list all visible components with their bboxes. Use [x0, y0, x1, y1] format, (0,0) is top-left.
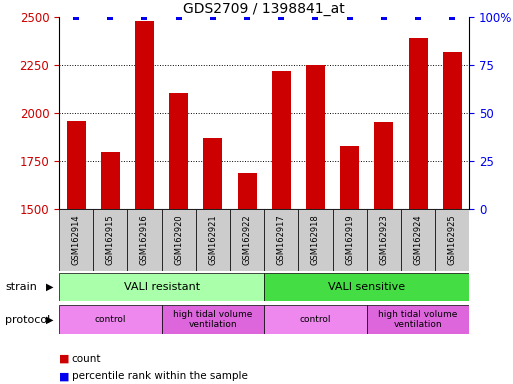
Text: ■: ■	[59, 371, 69, 381]
Bar	[264, 305, 367, 334]
Bar	[59, 305, 162, 334]
Point	[277, 14, 285, 20]
Bar	[230, 209, 264, 271]
Bar	[409, 38, 427, 209]
Text: GSM162915: GSM162915	[106, 215, 115, 265]
Text: strain: strain	[5, 282, 37, 292]
Bar	[162, 209, 196, 271]
Text: GSM162914: GSM162914	[72, 215, 81, 265]
Text: high tidal volume
ventilation: high tidal volume ventilation	[173, 310, 252, 329]
Text: GSM162921: GSM162921	[208, 215, 218, 265]
Text: GSM162922: GSM162922	[243, 215, 251, 265]
Bar	[127, 209, 162, 271]
Bar	[435, 209, 469, 271]
Point	[106, 14, 114, 20]
Text: high tidal volume
ventilation: high tidal volume ventilation	[379, 310, 458, 329]
Bar	[332, 209, 367, 271]
Text: GSM162924: GSM162924	[413, 215, 423, 265]
Text: control: control	[300, 315, 331, 324]
Bar	[204, 138, 222, 209]
Point	[174, 14, 183, 20]
Text: GSM162920: GSM162920	[174, 215, 183, 265]
Point	[243, 14, 251, 20]
Bar	[238, 173, 256, 209]
Text: GSM162925: GSM162925	[448, 215, 457, 265]
Text: GSM162918: GSM162918	[311, 215, 320, 265]
Bar	[299, 209, 332, 271]
Text: ▶: ▶	[46, 314, 54, 325]
Text: VALI resistant: VALI resistant	[124, 282, 200, 292]
Bar	[169, 93, 188, 209]
Text: GSM162923: GSM162923	[380, 215, 388, 265]
Bar	[59, 273, 264, 301]
Bar	[135, 21, 154, 209]
Point	[209, 14, 217, 20]
Bar	[196, 209, 230, 271]
Text: control: control	[94, 315, 126, 324]
Bar	[59, 209, 93, 271]
Text: GSM162916: GSM162916	[140, 215, 149, 265]
Bar	[306, 65, 325, 209]
Text: count: count	[72, 354, 102, 364]
Point	[72, 14, 80, 20]
Text: GSM162919: GSM162919	[345, 215, 354, 265]
Point	[448, 14, 457, 20]
Text: ▶: ▶	[46, 282, 54, 292]
Bar	[162, 305, 264, 334]
Bar	[367, 209, 401, 271]
Point	[141, 14, 149, 20]
Bar	[443, 52, 462, 209]
Text: GSM162917: GSM162917	[277, 215, 286, 265]
Bar	[401, 209, 435, 271]
Text: percentile rank within the sample: percentile rank within the sample	[72, 371, 248, 381]
Point	[311, 14, 320, 20]
Bar	[264, 209, 299, 271]
Bar	[367, 305, 469, 334]
Bar	[264, 273, 469, 301]
Point	[346, 14, 354, 20]
Bar	[272, 71, 291, 209]
Text: ■: ■	[59, 354, 69, 364]
Text: protocol: protocol	[5, 314, 50, 325]
Bar	[374, 122, 393, 209]
Text: VALI sensitive: VALI sensitive	[328, 282, 405, 292]
Bar	[340, 146, 359, 209]
Bar	[101, 152, 120, 209]
Bar	[93, 209, 127, 271]
Point	[380, 14, 388, 20]
Point	[414, 14, 422, 20]
Bar	[67, 121, 86, 209]
Title: GDS2709 / 1398841_at: GDS2709 / 1398841_at	[183, 2, 345, 16]
